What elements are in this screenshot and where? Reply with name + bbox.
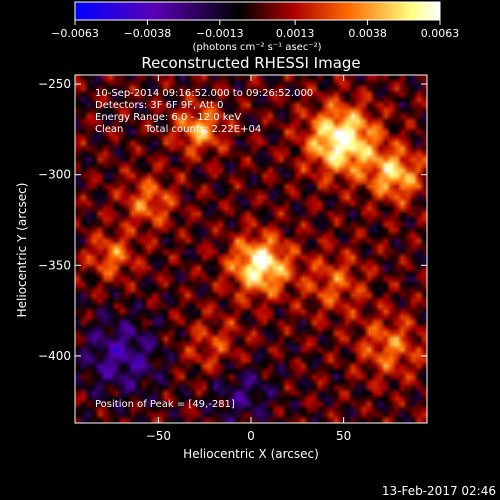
x-tick-label: 0 [247, 429, 255, 443]
y-tick-label: −250 [38, 77, 71, 91]
annotation-time-range: 10-Sep-2014 09:16:52.000 to 09:26:52.000 [95, 88, 313, 99]
colorbar-tick-label: 0.0063 [421, 27, 460, 40]
colorbar-tick-label: 0.0013 [276, 27, 315, 40]
colorbar-tick-label: −0.0038 [124, 27, 172, 40]
annotation-total-counts: Total counts: 2.22E+04 [144, 124, 261, 135]
annotation-energy: Energy Range: 6.0 - 12.0 keV [95, 112, 241, 123]
x-tick-label: −50 [146, 429, 171, 443]
colorbar-tick-label: −0.0013 [196, 27, 244, 40]
colorbar: −0.0063 −0.0038 −0.0013 0.0013 0.0038 0.0063 … [51, 1, 460, 53]
colorbar-tick-label: −0.0063 [51, 27, 99, 40]
colorbar-gradient [74, 1, 441, 21]
heatmap-image [75, 75, 427, 423]
y-tick-label: −350 [38, 258, 71, 272]
y-tick-label: −400 [38, 349, 71, 363]
x-axis-label: Heliocentric X (arcsec) [183, 447, 319, 461]
colorbar-units-label: (photons cm⁻² s⁻¹ asec⁻²) [192, 42, 321, 53]
colorbar-tick-label: 0.0038 [348, 27, 387, 40]
date-stamp: 13-Feb-2017 02:46 [382, 484, 496, 498]
annotation-peak-position: Position of Peak = [49,-281] [95, 399, 235, 410]
y-axis-label: Heliocentric Y (arcsec) [15, 183, 29, 318]
y-tick-label: −300 [38, 168, 71, 182]
heatmap-area [74, 74, 428, 424]
annotation-detectors: Detectors: 3F 6F 9F, Att 0 [95, 100, 223, 111]
annotation-clean: Clean [95, 124, 123, 135]
x-tick-label: 50 [336, 429, 351, 443]
chart-title: Reconstructed RHESSI Image [141, 54, 360, 72]
